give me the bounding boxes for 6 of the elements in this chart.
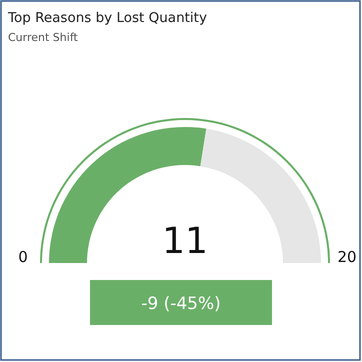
chart-subtitle: Current Shift (8, 31, 78, 44)
data-label: 11 (162, 221, 208, 262)
text: 0 (18, 248, 28, 266)
text: -9 (-45%) (141, 294, 221, 314)
text: 20 (337, 248, 357, 266)
chart-title: Top Reasons by Lost Quantity (7, 10, 207, 26)
